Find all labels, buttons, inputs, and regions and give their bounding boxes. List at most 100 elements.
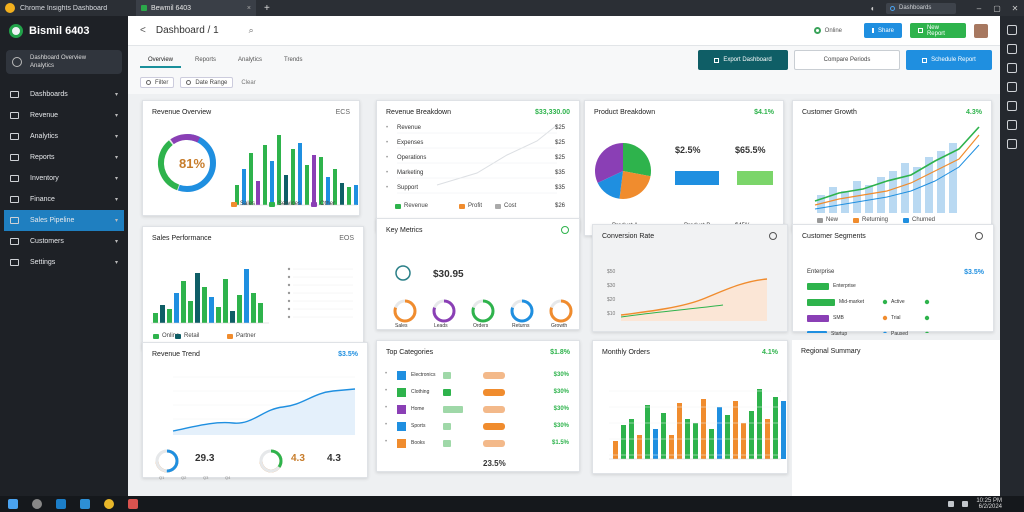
row-value: $25 <box>554 140 565 146</box>
trend-ring-inner <box>155 449 179 473</box>
category-bar <box>483 440 505 447</box>
volume-icon[interactable] <box>962 501 969 507</box>
filter-chip[interactable]: Filter <box>140 77 175 88</box>
sidebar-item-label: Inventory <box>30 175 59 182</box>
list-icon[interactable] <box>1007 120 1017 130</box>
sales-performance-card[interactable]: Sales Performance EOS Online Retail Partne… <box>142 226 364 350</box>
chevron-down-icon: ▾ <box>114 92 118 98</box>
settings-icon[interactable] <box>1007 25 1017 35</box>
back-button[interactable]: < <box>140 25 146 36</box>
info-icon[interactable] <box>975 232 983 240</box>
sidebar-item-label: Finance <box>30 196 55 203</box>
tab[interactable]: Reports <box>195 57 217 63</box>
category-bar <box>483 372 505 379</box>
tab[interactable]: Analytics <box>238 57 263 63</box>
monthly-orders-card[interactable]: Monthly Orders 4.1% <box>592 340 788 474</box>
start-icon[interactable] <box>8 499 18 509</box>
sidebar-item[interactable]: Customers ▾ <box>0 231 128 252</box>
sidebar-item[interactable]: Settings ▾ <box>0 252 128 273</box>
file-explorer-icon[interactable] <box>80 499 90 509</box>
conversion-rate-card[interactable]: Conversion Rate $50 $30 $20 $10 <box>592 224 788 332</box>
category-mini-bar <box>443 406 463 413</box>
bar <box>853 181 861 213</box>
tab[interactable]: Trends <box>284 57 303 63</box>
refresh-icon[interactable] <box>561 226 569 234</box>
pipeline-icon <box>10 217 19 224</box>
search-icon[interactable] <box>32 499 42 509</box>
bar <box>153 313 158 323</box>
browser-tab[interactable]: Bewmil 6403 × <box>136 0 256 16</box>
customer-segments-card[interactable]: Customer Segments Enterprise Mid-market SM… <box>792 224 994 337</box>
extension-icon[interactable]: ◐ <box>870 3 876 13</box>
maximize-icon[interactable]: ▢ <box>993 3 1001 13</box>
sidebar-item-label: Settings <box>30 259 56 266</box>
product-breakdown-card[interactable]: Product Breakdown $4.1% $2.5%$65.5%Produ… <box>584 100 784 236</box>
kpi-ring <box>510 299 534 323</box>
share-button[interactable]: Share <box>864 23 902 38</box>
status-chip[interactable]: Online <box>813 27 842 34</box>
share-icon <box>872 28 874 33</box>
customer-growth-card[interactable]: Customer Growth 4.3% New Returning Churned <box>792 100 992 232</box>
chrome-icon[interactable] <box>104 499 114 509</box>
info-icon[interactable] <box>769 232 777 240</box>
status-icon <box>813 27 821 34</box>
revenue-trend-card[interactable]: Revenue Trend $3.5% 29.3 4.3 4.3 Q1 Q2 Q3 Q4 <box>142 342 368 480</box>
plus-icon <box>918 28 923 33</box>
tab[interactable]: Overview <box>140 54 182 68</box>
minimize-icon[interactable]: – <box>976 3 982 13</box>
regional-summary-card[interactable]: Regional Summary <box>792 340 1000 496</box>
y-tick-label: $10 <box>607 311 616 317</box>
compare-periods-button[interactable]: Compare Periods <box>794 50 900 70</box>
bullet <box>287 299 291 303</box>
document-icon[interactable] <box>1007 63 1017 73</box>
y-tick-label: $30 <box>607 283 616 289</box>
grid-icon[interactable] <box>1007 44 1017 54</box>
account-switcher[interactable]: Dashboard Overview Analytics <box>6 50 122 74</box>
series-line-secondary <box>620 304 724 318</box>
kpi-ring-label: Sales <box>395 323 408 329</box>
chart <box>595 143 773 199</box>
avatar[interactable] <box>974 23 988 38</box>
stat-value: $65.5% <box>735 145 766 155</box>
schedule-report-button[interactable]: Schedule Report <box>906 50 992 70</box>
sidebar-item[interactable]: Finance ▾ <box>0 189 128 210</box>
chevron-down-icon: ▾ <box>114 218 118 224</box>
sidebar-item[interactable]: Inventory ▾ <box>0 168 128 189</box>
card-title: Product Breakdown <box>594 109 656 116</box>
clear-filters-link[interactable]: Clear <box>241 79 256 86</box>
bar <box>277 135 281 205</box>
clock[interactable]: 10:25 PM 6/2/2024 <box>976 498 1002 510</box>
sidebar-item[interactable]: Dashboards ▾ <box>0 84 128 105</box>
close-window-icon[interactable]: ✕ <box>1011 3 1019 13</box>
app-pinned-icon[interactable] <box>128 499 138 509</box>
legend-label: New <box>826 217 839 223</box>
task-view-icon[interactable] <box>56 499 66 509</box>
chart-icon[interactable] <box>1007 101 1017 111</box>
export-dashboard-button[interactable]: Export Dashboard <box>698 50 788 70</box>
x-tick-label: Q1 <box>159 475 165 480</box>
wifi-icon[interactable] <box>948 501 955 507</box>
revenue-overview-card[interactable]: Revenue Overview ECS 81% Sales Services Oth… <box>142 100 360 216</box>
category-total: 23.5% <box>483 459 506 468</box>
segment-label: Enterprise <box>833 283 856 289</box>
sidebar-item[interactable]: Sales Pipeline ▾ <box>4 210 124 231</box>
table-icon[interactable] <box>1007 82 1017 92</box>
revenue-breakdown-card[interactable]: Revenue Breakdown $33,330.00 • Revenue $25… <box>376 100 580 232</box>
bar <box>781 401 786 459</box>
browser-titlebar: Chrome Insights Dashboard Bewmil 6403 × … <box>0 0 1024 16</box>
brand[interactable]: Bismil 6403 <box>0 16 128 46</box>
date-range-chip[interactable]: Date Range <box>180 77 234 88</box>
top-categories-card[interactable]: Top Categories $1.8% • Electronics $30% • Cl… <box>376 340 580 472</box>
search-icon[interactable]: ⌕ <box>248 25 254 35</box>
close-tab-icon[interactable]: × <box>246 4 251 12</box>
key-metrics-card[interactable]: Key Metrics $30.95 Sales Leads Orders Return… <box>376 218 580 330</box>
new-tab-button[interactable]: + <box>264 2 270 14</box>
sidebar-item[interactable]: Reports ▾ <box>0 147 128 168</box>
share-icon[interactable] <box>1007 139 1017 149</box>
sidebar-item[interactable]: Revenue ▾ <box>0 105 128 126</box>
sidebar-item[interactable]: Analytics ▾ <box>0 126 128 147</box>
browser-search[interactable]: Dashboards <box>886 2 956 14</box>
new-report-button[interactable]: New Report <box>910 23 966 38</box>
legend-swatch <box>817 217 823 223</box>
kpi-value: $30.95 <box>433 269 464 280</box>
